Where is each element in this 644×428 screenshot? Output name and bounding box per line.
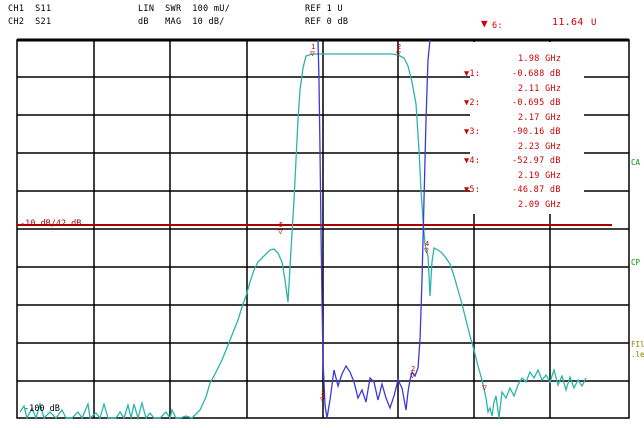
- marker-table-background: [470, 42, 584, 214]
- marker-table-freq: 2.19 GHz: [518, 171, 562, 181]
- side-label-cp: CP: [631, 258, 641, 267]
- marker-number: 1: [311, 43, 315, 51]
- reference-line-label: -10 dB/42 dB: [20, 219, 82, 229]
- marker-number: 5: [279, 221, 283, 229]
- ch1-label: CH1 S11: [8, 4, 52, 14]
- marker-number: 2: [411, 365, 415, 373]
- s21-trace: [19, 53, 587, 421]
- s11-trace: [317, 39, 431, 419]
- marker-table-symbol: ▼5:: [464, 185, 481, 195]
- active-marker-unit: U: [591, 18, 597, 28]
- ch2-label: CH2 S21: [8, 17, 52, 27]
- marker-5-triangle: ▽: [278, 227, 283, 236]
- marker-table-value: -52.97 dB: [512, 156, 561, 166]
- side-label-ca: CA: [631, 158, 641, 167]
- side-label-sub: .le: [631, 350, 644, 359]
- marker-table-symbol: ▼3:: [464, 127, 481, 137]
- trace-marker-numbers: 1 2 5 4 2 3: [279, 43, 429, 397]
- marker-1-triangle: ▽: [310, 49, 315, 58]
- marker-table-freq: 2.23 GHz: [518, 142, 562, 152]
- marker-table-symbol: ▼4:: [464, 156, 481, 166]
- marker-table-value: -0.688 dB: [512, 69, 561, 79]
- marker-6-triangle: ▽: [482, 383, 487, 392]
- marker-table-freq: 2.11 GHz: [518, 84, 562, 94]
- marker-table-value: -46.87 dB: [512, 185, 561, 195]
- marker-4-triangle: ▽: [424, 246, 429, 255]
- active-marker-symbol: ▼: [481, 17, 488, 30]
- marker-number: 4: [425, 240, 429, 248]
- marker-2b-triangle: ▽: [410, 371, 415, 380]
- active-marker-value: 11.64: [552, 17, 584, 28]
- marker-number: 2: [397, 43, 401, 51]
- ch1-reference: REF 1 U: [305, 4, 343, 14]
- marker-table-freq: 2.09 GHz: [518, 200, 562, 210]
- ch1-format: LIN SWR 100 mU/: [138, 4, 231, 14]
- marker-table-value: -0.695 dB: [512, 98, 561, 108]
- marker-3-triangle: ▽: [320, 395, 325, 404]
- trace-markers: ▽ ▽ ▽ ▽ ▽ ▽ ▽: [278, 49, 487, 404]
- marker-table-value: -90.16 dB: [512, 127, 561, 137]
- marker-2-triangle: ▽: [396, 49, 401, 58]
- marker-table-symbol: ▼2:: [464, 98, 481, 108]
- marker-table-freq: 1.98 GHz: [518, 54, 562, 64]
- marker-number: 3: [321, 389, 325, 397]
- ch2-reference: REF 0 dB: [305, 17, 349, 27]
- marker-table-freq: 2.17 GHz: [518, 113, 562, 123]
- side-label-fil: FIl: [631, 340, 644, 349]
- active-marker-label: 6:: [492, 21, 503, 31]
- bottom-reference-label: -100 dB: [24, 404, 60, 414]
- marker-table-symbol: ▼1:: [464, 69, 481, 79]
- ch2-format: dB MAG 10 dB/: [138, 17, 225, 27]
